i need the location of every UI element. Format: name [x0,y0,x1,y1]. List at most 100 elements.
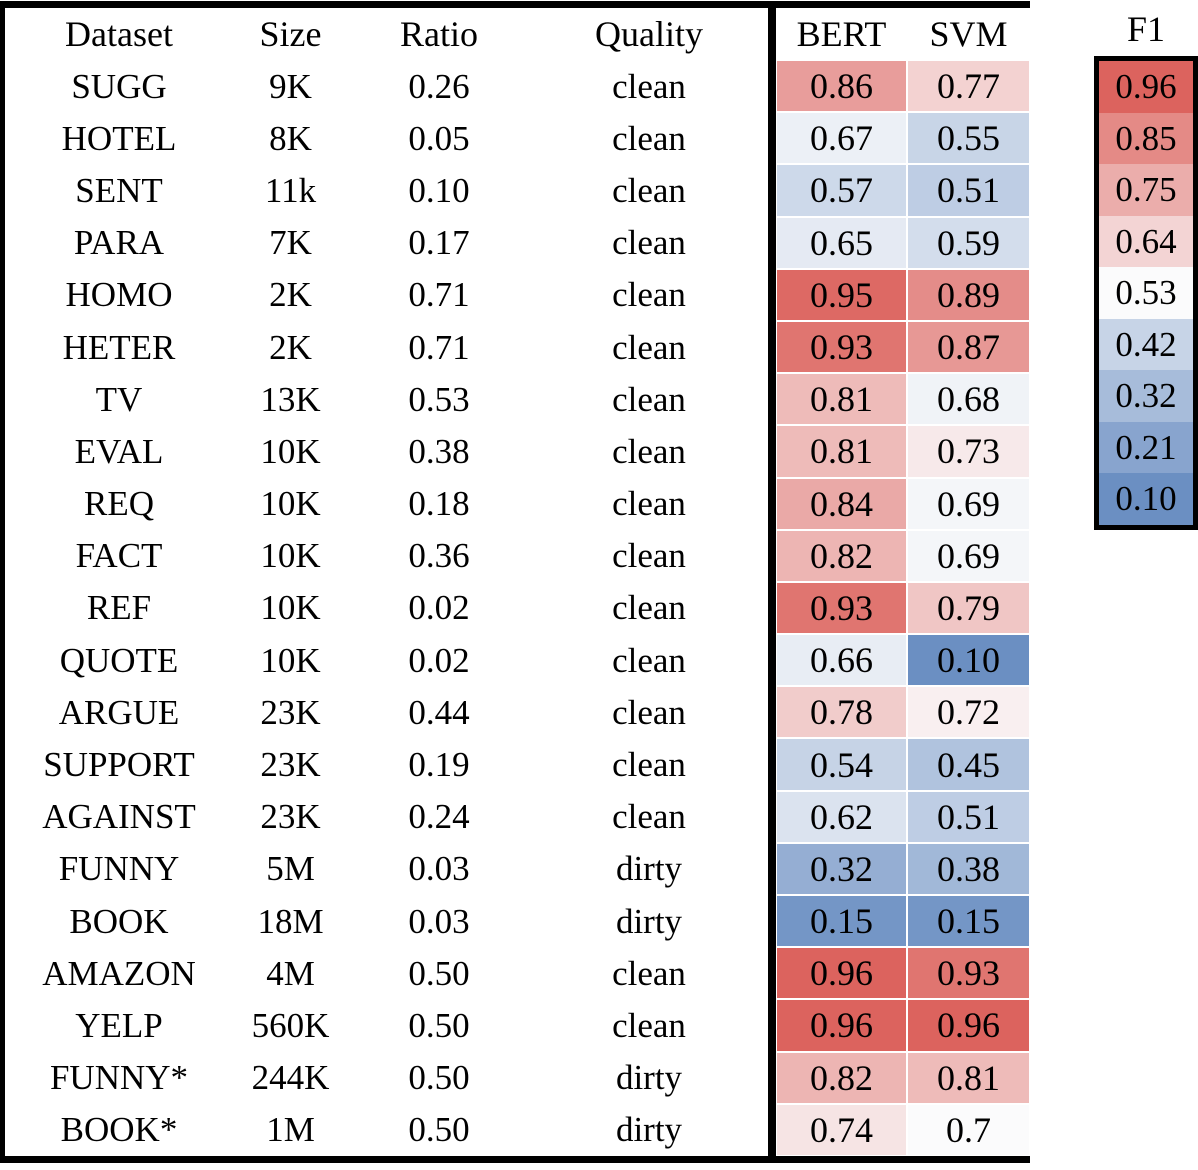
dataset-cell: FUNNY [58,849,180,889]
ratio-cell: 0.02 [408,640,470,680]
main-table: Dataset Size Ratio Quality BERT SVM SUGG… [0,1,1030,1163]
svm-score-cell: 0.55 [907,112,1030,165]
dataset-cell: FUNNY* [49,1058,189,1098]
size-cell: 5M [266,849,315,889]
column-divider [768,320,776,374]
bert-score-cell: 0.66 [776,634,907,687]
size-cell: 11k [264,170,317,210]
table-row: HOMO 2K 0.71 clean 0.95 0.89 [5,268,1030,321]
quality-cell: clean [612,1005,686,1045]
column-divider [768,738,776,791]
size-cell: 18M [257,901,324,941]
dataset-cell: ARGUE [58,692,180,732]
size-cell: 9K [269,66,312,106]
svm-score-cell: 0.10 [907,634,1030,687]
size-cell: 23K [260,797,321,837]
svm-score-cell: 0.51 [907,790,1030,843]
size-cell: 13K [260,379,321,419]
bert-score-cell: 0.82 [776,1051,907,1104]
svm-score-cell: 0.51 [907,164,1030,217]
quality-cell: clean [612,797,686,837]
dataset-cell: HOTEL [61,118,177,158]
size-cell: 2K [269,327,312,367]
ratio-cell: 0.44 [408,692,470,732]
column-divider [768,790,776,843]
column-divider [768,842,776,895]
size-cell: 1M [266,1110,315,1150]
quality-cell: clean [612,953,686,993]
ratio-cell: 0.05 [408,118,470,158]
ratio-cell: 0.71 [408,327,470,367]
quality-cell: clean [612,66,686,106]
svm-score-cell: 0.72 [907,686,1030,739]
dataset-cell: AMAZON [42,953,196,993]
dataset-cell: TV [95,379,143,419]
svm-score-cell: 0.73 [907,425,1030,478]
quality-cell: clean [612,327,686,367]
ratio-cell: 0.50 [408,1110,470,1150]
table-row: AMAZON 4M 0.50 clean 0.96 0.93 [5,947,1030,1000]
ratio-cell: 0.19 [408,745,470,785]
table-row: PARA 7K 0.17 clean 0.65 0.59 [5,216,1030,269]
legend-cell: 0.75 [1099,164,1193,216]
dataset-cell: REF [86,588,152,628]
svm-score-cell: 0.59 [907,216,1030,269]
quality-cell: dirty [615,849,683,889]
legend-colorbar: 0.96 0.85 0.75 0.64 0.53 0.42 0.32 0.21 … [1094,56,1198,530]
bert-score-cell: 0.86 [776,60,907,113]
ratio-cell: 0.38 [408,431,470,471]
ratio-cell: 0.02 [408,588,470,628]
column-divider [768,477,776,530]
svm-score-cell: 0.15 [907,895,1030,948]
size-cell: 10K [260,431,321,471]
column-divider [768,581,776,635]
column-divider [768,164,776,217]
table-row: SUGG 9K 0.26 clean 0.86 0.77 [5,60,1030,113]
svm-score-cell: 0.89 [907,268,1030,321]
svm-score-cell: 0.93 [907,947,1030,1000]
legend-cell: 0.53 [1099,267,1193,319]
ratio-cell: 0.53 [408,379,470,419]
quality-cell: clean [612,223,686,263]
svm-score-cell: 0.45 [907,738,1030,791]
size-cell: 23K [260,692,321,732]
size-cell: 10K [260,484,321,524]
ratio-cell: 0.50 [408,953,470,993]
table-row: BOOK 18M 0.03 dirty 0.15 0.15 [5,895,1030,948]
ratio-cell: 0.36 [408,536,470,576]
svm-score-cell: 0.69 [907,529,1030,582]
quality-cell: clean [612,536,686,576]
legend-title: F1 [1126,9,1166,49]
bert-score-cell: 0.74 [776,1103,907,1156]
f1-legend: F1 0.96 0.85 0.75 0.64 0.53 0.42 0.32 0.… [1094,4,1198,530]
column-divider [768,686,776,739]
table-row: REF 10K 0.02 clean 0.93 0.79 [5,581,1030,635]
dataset-cell: FACT [75,536,163,576]
bert-score-cell: 0.93 [776,581,907,635]
table-row: HETER 2K 0.71 clean 0.93 0.87 [5,320,1030,374]
size-cell: 10K [260,536,321,576]
table-row: FUNNY* 244K 0.50 dirty 0.82 0.81 [5,1051,1030,1104]
table-body: SUGG 9K 0.26 clean 0.86 0.77 HOTEL 8K 0.… [5,60,1030,1156]
legend-cell: 0.42 [1099,318,1193,370]
dataset-cell: HETER [62,327,176,367]
bert-score-cell: 0.62 [776,790,907,843]
table-row: BOOK* 1M 0.50 dirty 0.74 0.7 [5,1103,1030,1156]
dataset-cell: REQ [84,484,154,524]
bert-score-cell: 0.96 [776,999,907,1052]
dataset-cell: AGAINST [42,797,196,837]
quality-cell: clean [612,640,686,680]
col-header-dataset: Dataset [65,14,173,54]
dataset-cell: EVAL [74,431,164,471]
legend-cell: 0.32 [1099,370,1193,422]
bert-score-cell: 0.96 [776,947,907,1000]
table-row: SENT 11k 0.10 clean 0.57 0.51 [5,164,1030,217]
bert-score-cell: 0.54 [776,738,907,791]
svm-score-cell: 0.77 [907,60,1030,113]
quality-cell: clean [612,745,686,785]
table-row: FACT 10K 0.36 clean 0.82 0.69 [5,529,1030,582]
svm-score-cell: 0.81 [907,1051,1030,1104]
svm-score-cell: 0.7 [907,1103,1030,1156]
bert-score-cell: 0.84 [776,477,907,530]
